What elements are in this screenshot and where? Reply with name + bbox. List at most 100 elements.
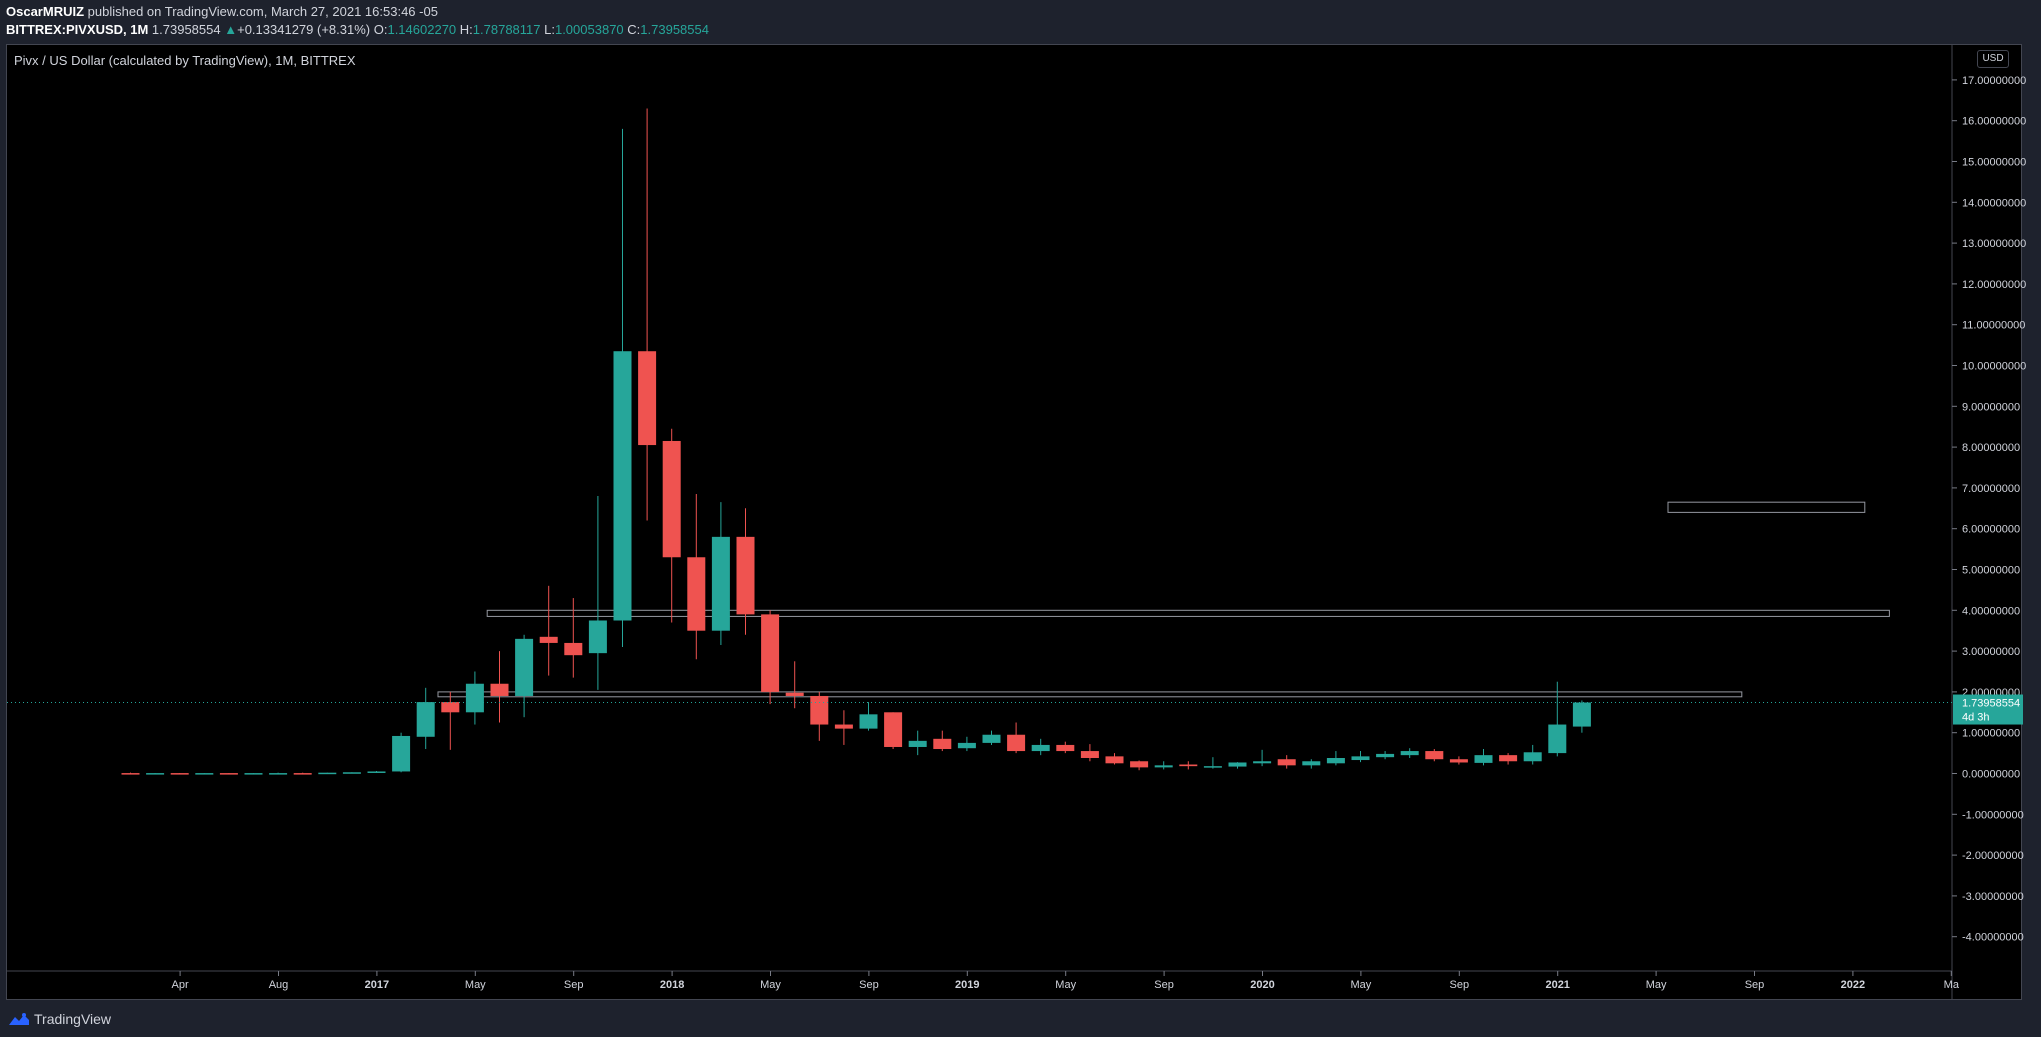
publish-text: published on TradingView.com, March 27, … bbox=[87, 4, 438, 19]
x-tick-label: Sep bbox=[564, 979, 584, 991]
candle-body bbox=[1572, 702, 1591, 727]
candle-body bbox=[1179, 764, 1198, 767]
candle-body bbox=[1056, 744, 1075, 752]
candle-body bbox=[613, 351, 632, 621]
candle-body bbox=[1351, 756, 1370, 761]
candle-body bbox=[244, 773, 263, 775]
x-tick-label: 2021 bbox=[1545, 979, 1569, 991]
symbol-label: BITTREX:PIVXUSD, 1M bbox=[6, 22, 149, 37]
x-tick-label: 2017 bbox=[365, 979, 389, 991]
candle-body bbox=[1154, 765, 1173, 768]
x-tick-label: 2020 bbox=[1250, 979, 1274, 991]
candle-body bbox=[588, 620, 607, 654]
candle-body bbox=[1105, 756, 1124, 764]
header-bar: OscarMRUIZ published on TradingView.com,… bbox=[0, 0, 2041, 44]
candle-body bbox=[441, 702, 460, 713]
candle-body bbox=[1007, 734, 1026, 752]
x-tick-label: 2019 bbox=[955, 979, 979, 991]
candle-body bbox=[662, 440, 681, 558]
candle-body bbox=[490, 683, 509, 696]
candle-body bbox=[1425, 751, 1444, 760]
tradingview-brand[interactable]: TradingView bbox=[34, 1011, 112, 1027]
candle-body bbox=[1253, 761, 1272, 764]
y-tick-label: 11.00000000 bbox=[1962, 320, 2025, 332]
candle-body bbox=[1302, 761, 1321, 766]
currency-badge[interactable]: USD bbox=[1977, 50, 2009, 68]
close-label: C: bbox=[627, 22, 641, 37]
y-tick-label: 8.00000000 bbox=[1962, 442, 2020, 454]
x-tick-label: Ma bbox=[1944, 979, 1960, 991]
x-tick-label: Apr bbox=[172, 979, 189, 991]
x-tick-label: May bbox=[1351, 979, 1372, 991]
candle-body bbox=[318, 772, 337, 775]
candle-body bbox=[982, 734, 1001, 743]
candle-body bbox=[1548, 724, 1567, 754]
x-tick-label: May bbox=[1646, 979, 1667, 991]
candle-body bbox=[170, 773, 189, 775]
publish-info: OscarMRUIZ published on TradingView.com,… bbox=[6, 4, 438, 19]
candle-body bbox=[638, 351, 657, 446]
y-tick-label: 10.00000000 bbox=[1962, 361, 2026, 373]
candle-body bbox=[859, 714, 878, 729]
y-tick-label: 9.00000000 bbox=[1962, 401, 2020, 413]
candle-body bbox=[761, 614, 780, 692]
x-tick-label: Sep bbox=[1745, 979, 1765, 991]
ohlc-line: BITTREX:PIVXUSD, 1M 1.73958554 ▲+0.13341… bbox=[6, 22, 709, 37]
y-tick-label: 6.00000000 bbox=[1962, 524, 2020, 536]
tradingview-logo-icon[interactable] bbox=[8, 1012, 30, 1026]
drawn-rectangle bbox=[1667, 501, 1866, 513]
candle-body bbox=[465, 683, 484, 713]
candle-body bbox=[121, 773, 140, 775]
x-tick-label: Sep bbox=[1154, 979, 1174, 991]
y-tick-label: 12.00000000 bbox=[1962, 279, 2026, 291]
open-label: O: bbox=[373, 22, 388, 37]
candle-body bbox=[539, 636, 558, 643]
y-tick-label: -3.00000000 bbox=[1962, 891, 2024, 903]
drawn-rectangle bbox=[486, 609, 1890, 617]
candle-body bbox=[933, 738, 952, 750]
candle-body bbox=[711, 536, 730, 631]
candle-body bbox=[219, 773, 238, 775]
candle-body bbox=[1474, 755, 1493, 763]
last-price-label: 1.73958554 bbox=[1962, 698, 2020, 710]
candle-body bbox=[269, 773, 288, 775]
candle-body bbox=[293, 773, 312, 775]
last-price: 1.73958554 bbox=[151, 22, 221, 37]
y-tick-label: 1.00000000 bbox=[1962, 728, 2020, 740]
candle-body bbox=[1400, 751, 1419, 756]
open-value: 1.14602270 bbox=[387, 22, 457, 37]
y-tick-label: 0.00000000 bbox=[1962, 769, 2020, 781]
candle-body bbox=[146, 773, 165, 775]
y-tick-label: 13.00000000 bbox=[1962, 238, 2026, 250]
y-tick-label: -2.00000000 bbox=[1962, 850, 2024, 862]
x-tick-label: Sep bbox=[859, 979, 879, 991]
candle-body bbox=[367, 771, 386, 773]
countdown-label: 4d 3h bbox=[1962, 712, 1990, 724]
x-tick-label: Aug bbox=[269, 979, 289, 991]
candle-body bbox=[834, 724, 853, 729]
y-tick-label: 16.00000000 bbox=[1962, 116, 2026, 128]
candle-body bbox=[957, 742, 976, 749]
y-tick-label: 5.00000000 bbox=[1962, 565, 2020, 577]
low-label: L: bbox=[544, 22, 555, 37]
candle-body bbox=[1523, 752, 1542, 762]
y-tick-label: 17.00000000 bbox=[1962, 75, 2026, 87]
x-tick-label: May bbox=[1055, 979, 1076, 991]
up-arrow-icon: ▲ bbox=[224, 22, 238, 37]
candle-body bbox=[1130, 761, 1149, 768]
author-name[interactable]: OscarMRUIZ bbox=[6, 4, 85, 19]
y-tick-label: 4.00000000 bbox=[1962, 605, 2020, 617]
candle-body bbox=[515, 638, 534, 696]
x-tick-label: Sep bbox=[1450, 979, 1470, 991]
candle-body bbox=[1031, 744, 1050, 752]
y-tick-label: 3.00000000 bbox=[1962, 646, 2020, 658]
low-value: 1.00053870 bbox=[554, 22, 624, 37]
x-tick-label: 2022 bbox=[1841, 979, 1865, 991]
chart-pane[interactable] bbox=[6, 44, 2022, 1000]
candle-body bbox=[416, 702, 435, 737]
last-price-badge bbox=[1953, 694, 2023, 725]
candle-body bbox=[1449, 759, 1468, 763]
y-tick-label: -4.00000000 bbox=[1962, 932, 2024, 944]
candle-body bbox=[564, 642, 583, 656]
